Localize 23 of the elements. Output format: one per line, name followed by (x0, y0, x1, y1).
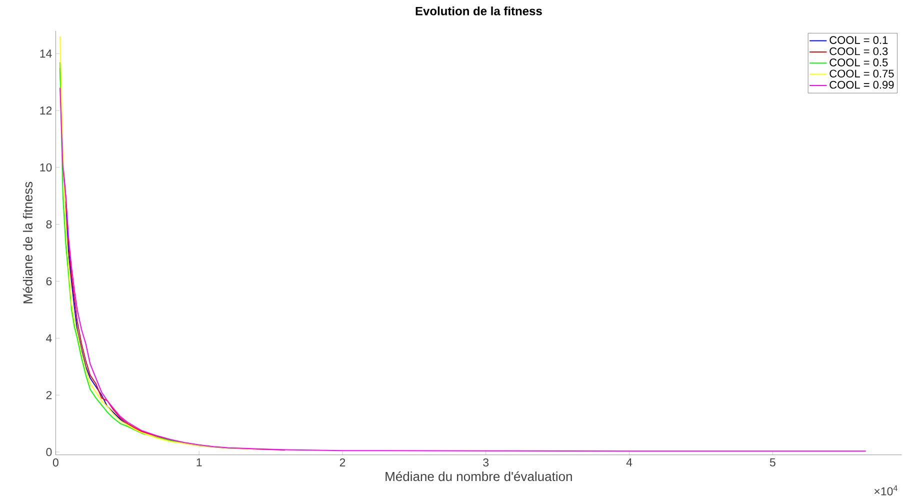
y-tick-label: 2 (46, 391, 52, 400)
y-axis-title: Médiane de la fitness (22, 182, 33, 304)
x-tick-label: 5 (770, 458, 776, 466)
chart-title: Evolution de la fitness (416, 6, 542, 16)
x-tick-label: 3 (483, 458, 489, 467)
x-tick-label: 0 (52, 458, 58, 467)
legend-label: COOL = 0.3 (830, 47, 888, 56)
x-axis-title: Médiane du nombre d'évaluation (386, 471, 572, 482)
x-tick-label: 2 (340, 458, 346, 466)
text: ×10$^{4}$ (874, 485, 898, 496)
x-tick-label: 4 (626, 458, 632, 466)
y-tick-label: 4 (46, 334, 52, 342)
y-tick-label: 6 (46, 277, 52, 286)
y-tick-label: 12 (40, 106, 52, 115)
y-tick-label: 14 (40, 50, 52, 58)
x-tick-label: 1 (196, 458, 202, 466)
legend-label: COOL = 0.5 (830, 58, 888, 66)
y-tick-label: 8 (46, 220, 52, 228)
legend-label: COOL = 0.1 (830, 36, 888, 44)
legend-label: COOL = 0.99 (830, 80, 894, 89)
y-tick-label: 0 (46, 448, 52, 456)
legend-label: COOL = 0.75 (830, 70, 894, 78)
y-tick-label: 10 (40, 163, 52, 172)
